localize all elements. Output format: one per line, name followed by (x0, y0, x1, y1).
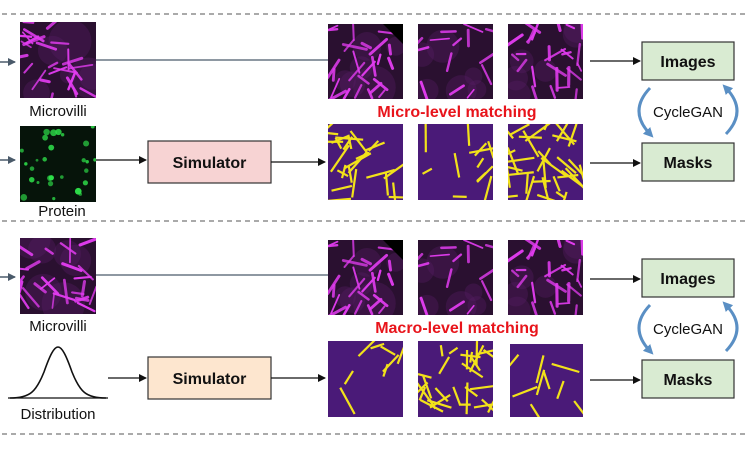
image-thumbnail-1c (508, 24, 583, 99)
cyclegan-label-2: CycleGAN (653, 321, 723, 338)
images-box-2 (641, 258, 735, 298)
section-micro: Microvilli Protein Simulator Micro-level… (0, 22, 739, 220)
simulator-label-2: Simulator (173, 371, 247, 388)
masks-label-2: Masks (664, 372, 713, 389)
images-box-1 (641, 41, 735, 81)
masks-box-2 (641, 359, 735, 399)
image-thumbnail-2c (508, 240, 583, 315)
image-thumbnail-1b (418, 24, 493, 99)
microvilli-thumbnail-1 (20, 22, 96, 98)
cyclegan-arrow-right-2 (722, 301, 739, 353)
protein-label: Protein (38, 203, 86, 220)
distribution-curve (8, 346, 108, 399)
section-macro: Microvilli Distribution Simulator Macro-… (0, 238, 739, 423)
mask-thumbnail-2a (328, 341, 403, 417)
images-label-2: Images (660, 271, 715, 288)
cyclegan-arrow-left-2 (637, 303, 654, 355)
simulator-label-1: Simulator (173, 155, 247, 172)
cyclegan-arrow-left-1 (637, 86, 654, 138)
microvilli-label-2: Microvilli (29, 318, 87, 335)
cyclegan-arrow-right-1 (722, 84, 739, 136)
mask-thumbnail-1c (508, 124, 583, 200)
microvilli-label-1: Microvilli (29, 103, 87, 120)
masks-box-1 (641, 142, 735, 182)
images-label-1: Images (660, 54, 715, 71)
mask-thumbnail-1b (418, 124, 493, 200)
image-thumbnail-1a (328, 24, 403, 99)
matching-label-2: Macro-level matching (375, 320, 539, 337)
microvilli-thumbnail-2 (20, 238, 96, 314)
masks-label-1: Masks (664, 155, 713, 172)
mask-thumbnail-1a (328, 124, 403, 200)
mask-thumbnail-2c (510, 344, 583, 417)
image-thumbnail-2a (328, 240, 403, 315)
simulator-box-2 (147, 356, 272, 400)
protein-thumbnail (20, 126, 96, 202)
image-thumbnail-2b (418, 240, 493, 315)
matching-label-1: Micro-level matching (377, 104, 536, 121)
mask-thumbnail-2b (418, 341, 493, 417)
cyclegan-label-1: CycleGAN (653, 104, 723, 121)
simulator-box-1 (147, 140, 272, 184)
distribution-label: Distribution (20, 406, 95, 423)
